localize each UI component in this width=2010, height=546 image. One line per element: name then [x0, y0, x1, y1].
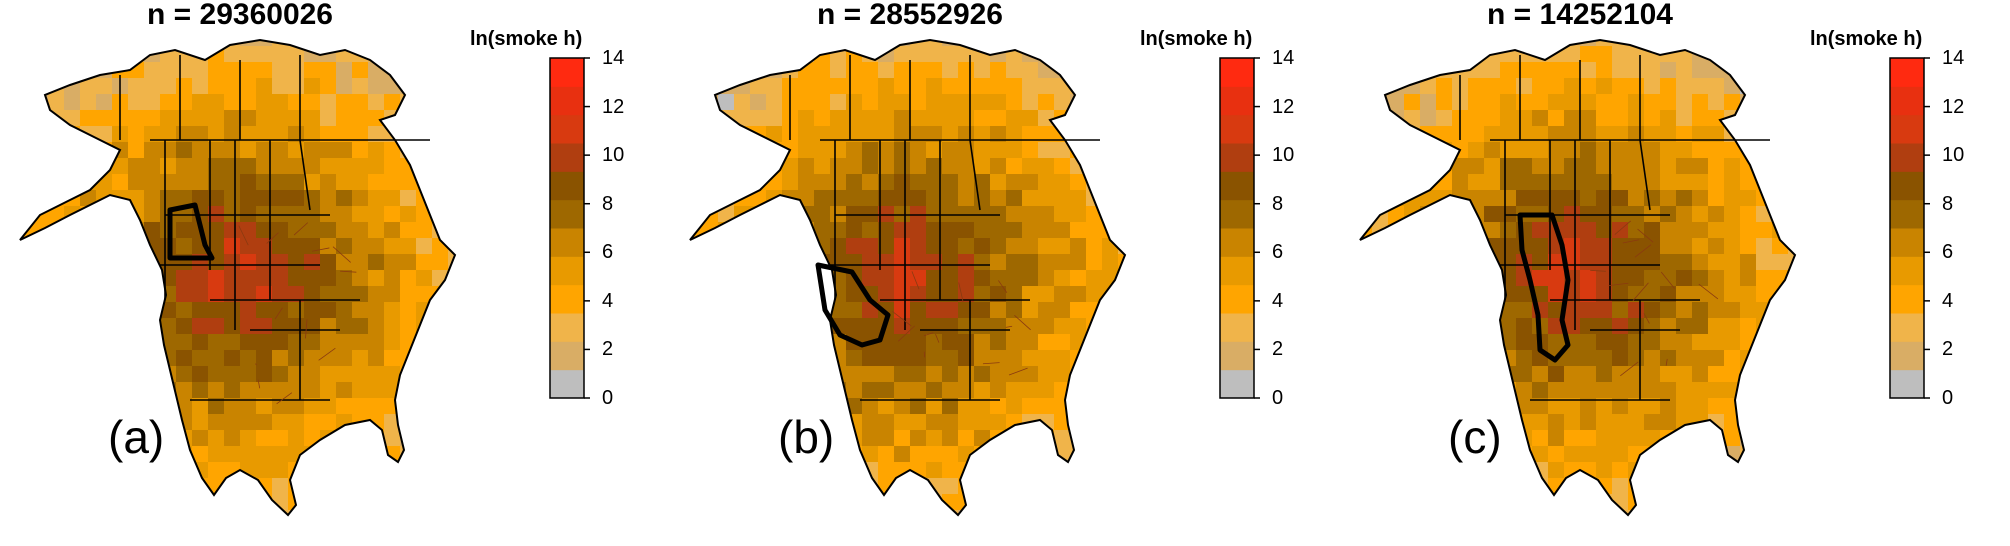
- colorbar-segment: [550, 369, 584, 399]
- colorbar-segment: [550, 341, 584, 371]
- county-boundaries: [891, 271, 1031, 376]
- colorbar-title: ln(smoke h): [470, 28, 583, 50]
- colorbar-tick-label: 2: [602, 338, 614, 361]
- colorbar-segment: [550, 114, 584, 144]
- panel-label: (c): [1448, 411, 1502, 463]
- coastline: [19, 38, 457, 517]
- highlighted-region: [815, 262, 891, 348]
- panel-title: n = 29360026: [147, 0, 333, 31]
- map-panel-a: n = 29360026 (a) ln(smoke h) 0 2 4 6 8 10 12 14: [0, 0, 670, 546]
- colorbar-segment: [550, 313, 584, 342]
- colorbar-tick-label: 2: [1272, 338, 1284, 361]
- colorbar-segment: [1890, 369, 1924, 399]
- colorbar-segment: [1890, 86, 1924, 116]
- colorbar-tick-label: 0: [1272, 387, 1284, 409]
- highlighted-region: [167, 202, 215, 261]
- colorbar-tick-label: 8: [602, 192, 614, 215]
- county-boundaries: [1590, 220, 1719, 377]
- highlighted-region: [1517, 212, 1571, 363]
- colorbar: [1889, 57, 1930, 399]
- colorbar-segment: [550, 284, 584, 314]
- colorbar-segment: [1890, 284, 1924, 314]
- panel-title: n = 14252104: [1487, 0, 1673, 31]
- county-boundaries: [238, 222, 357, 405]
- colorbar-segment: [550, 228, 584, 257]
- colorbar-segment: [1890, 171, 1924, 201]
- colorbar-tick-label: 4: [1942, 289, 1954, 312]
- panel-title: n = 28552926: [817, 0, 1003, 31]
- colorbar-segment: [550, 58, 584, 87]
- colorbar-tick-label: 4: [1272, 289, 1284, 312]
- colorbar-segment: [1220, 114, 1254, 144]
- colorbar-segment: [1220, 228, 1254, 257]
- map-panel-b: n = 28552926 (b) ln(smoke h) 0 2 4 6 8 10 12 14: [670, 0, 1340, 546]
- colorbar-segment: [550, 86, 584, 116]
- colorbar-title: ln(smoke h): [1810, 28, 1923, 50]
- colorbar-tick-label: 14: [1272, 47, 1295, 69]
- map-panel-c: n = 14252104 (c) ln(smoke h) 0 2 4 6 8 10 12 14: [1340, 0, 2010, 546]
- colorbar-segment: [1220, 313, 1254, 342]
- colorbar-tick-label: 4: [602, 289, 614, 312]
- colorbar-tick-label: 8: [1272, 192, 1284, 215]
- colorbar-segment: [1890, 256, 1924, 286]
- coastline: [1359, 38, 1797, 517]
- colorbar: [1219, 57, 1260, 399]
- colorbar-tick-label: 10: [602, 144, 625, 167]
- colorbar-segment: [1890, 58, 1924, 87]
- smoke-map: [689, 38, 1127, 517]
- colorbar-tick-label: 10: [1942, 144, 1965, 167]
- colorbar-segment: [550, 143, 584, 172]
- colorbar-segment: [1220, 199, 1254, 229]
- colorbar-segment: [1890, 199, 1924, 229]
- colorbar-tick-label: 12: [602, 95, 625, 118]
- colorbar-segment: [1890, 143, 1924, 172]
- colorbar-frame: [549, 57, 585, 399]
- coastline: [689, 38, 1127, 517]
- colorbar-segment: [1220, 256, 1254, 286]
- colorbar-segment: [1890, 114, 1924, 144]
- colorbar-tick-label: 12: [1272, 95, 1295, 118]
- smoke-map: [19, 38, 457, 517]
- colorbar-tick-label: 2: [1942, 338, 1954, 361]
- colorbar-segment: [1220, 369, 1254, 399]
- colorbar-segment: [1220, 284, 1254, 314]
- colorbar-segment: [1890, 228, 1924, 257]
- colorbar-frame: [1889, 57, 1925, 399]
- colorbar-tick-label: 14: [1942, 47, 1965, 69]
- colorbar-title: ln(smoke h): [1140, 28, 1253, 50]
- panel-label: (a): [108, 411, 165, 463]
- state-province-boundaries: [119, 55, 430, 401]
- panel-label: (b): [778, 411, 835, 463]
- colorbar-segment: [550, 256, 584, 286]
- colorbar-segment: [1220, 86, 1254, 116]
- colorbar-tick-label: 0: [602, 387, 614, 409]
- colorbar-tick-label: 12: [1942, 95, 1965, 118]
- colorbar-tick-label: 0: [1942, 387, 1954, 409]
- colorbar-segment: [1220, 341, 1254, 371]
- colorbar-segment: [1220, 58, 1254, 87]
- colorbar-segment: [1890, 313, 1924, 342]
- colorbar-tick-label: 6: [1942, 241, 1954, 264]
- state-province-boundaries: [1459, 55, 1770, 401]
- state-province-boundaries: [789, 55, 1100, 401]
- colorbar-tick-label: 14: [602, 47, 625, 69]
- colorbar: [549, 57, 590, 399]
- colorbar-tick-label: 8: [1942, 192, 1954, 215]
- colorbar-segment: [1890, 341, 1924, 371]
- colorbar-segment: [550, 171, 584, 201]
- colorbar-segment: [1220, 171, 1254, 201]
- colorbar-segment: [1220, 143, 1254, 172]
- colorbar-segment: [550, 199, 584, 229]
- colorbar-tick-label: 10: [1272, 144, 1295, 167]
- colorbar-tick-label: 6: [602, 241, 614, 264]
- colorbar-tick-label: 6: [1272, 241, 1284, 264]
- smoke-map: [1359, 38, 1797, 517]
- colorbar-frame: [1219, 57, 1255, 399]
